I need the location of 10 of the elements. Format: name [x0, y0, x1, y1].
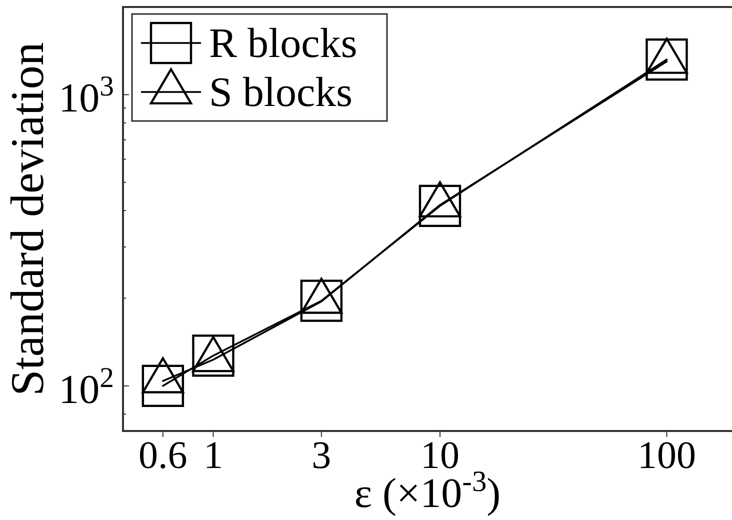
y-tick-label: 10$^{3}$	[58, 70, 114, 121]
y-axis-title: Standard deviation	[2, 42, 54, 396]
y-tick-label: 10$^{2}$	[58, 362, 114, 412]
x-tick-label: 1	[203, 434, 223, 477]
x-tick-label: 3	[312, 434, 332, 477]
legend-label: R blocks	[209, 21, 358, 67]
x-tick-label: 10	[420, 434, 460, 477]
x-tick-label: 0.6	[138, 434, 188, 477]
x-tick-label: 100	[637, 434, 696, 477]
legend-label: S blocks	[209, 70, 353, 116]
